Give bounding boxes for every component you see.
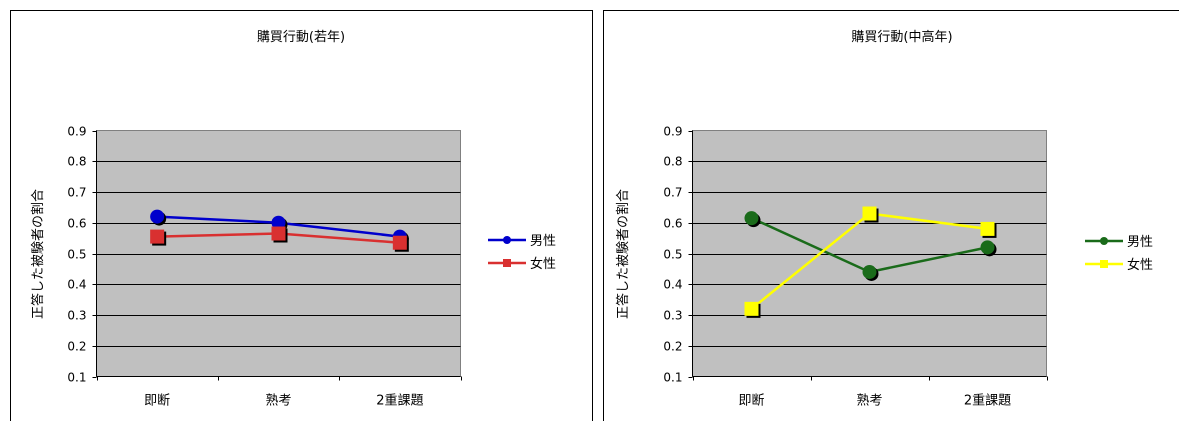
- data-point: [744, 211, 759, 226]
- data-point: [271, 226, 286, 241]
- chart-2-y-axis-label: 正答した被験者の割合: [615, 189, 631, 319]
- y-tick-label: 0.9: [67, 125, 86, 139]
- data-point: [744, 301, 759, 316]
- x-category-label: 即断: [144, 394, 170, 409]
- y-tick-label: 0.6: [663, 217, 682, 231]
- x-category-label: 2重課題: [964, 393, 1011, 409]
- data-point: [862, 264, 877, 279]
- chart-2-series: [744, 206, 997, 318]
- chart-1-title: 購買行動(若年): [257, 29, 345, 45]
- y-tick-label: 0.4: [663, 278, 682, 292]
- data-point: [980, 221, 995, 236]
- data-point: [392, 235, 407, 250]
- chart-2-title: 購買行動(中高年): [851, 29, 952, 45]
- chart-1: 購買行動(若年) 0.1 0.2 0.3 0.4 0.5 0.6 0.7 0.8 0.9 即断 熟…: [10, 10, 593, 421]
- y-tick-label: 0.1: [663, 371, 682, 385]
- data-point: [862, 206, 877, 221]
- chart-2-y-ticks: 0.1 0.2 0.3 0.4 0.5 0.6 0.7 0.8 0.9: [663, 125, 1047, 385]
- chart-1-series: [150, 209, 409, 252]
- legend-label: 女性: [1127, 257, 1153, 273]
- chart-1-y-ticks: 0.1 0.2 0.3 0.4 0.5 0.6 0.7 0.8 0.9: [67, 125, 461, 385]
- x-category-label: 即断: [738, 394, 764, 409]
- y-tick-label: 0.2: [67, 340, 86, 354]
- legend-marker: [503, 259, 511, 267]
- legend-marker: [503, 236, 511, 244]
- y-tick-label: 0.9: [663, 125, 682, 139]
- y-tick-label: 0.8: [67, 155, 86, 169]
- chart-2-x-ticks: 即断 熟考 2重課題: [693, 376, 1048, 409]
- legend-marker: [1100, 237, 1108, 245]
- y-tick-label: 0.5: [67, 248, 86, 262]
- y-tick-label: 0.2: [663, 340, 682, 354]
- chart-2: 購買行動(中高年) 0.1 0.2 0.3 0.4 0.5 0.6 0.7 0.8 0.9 即断…: [603, 10, 1179, 421]
- x-category-label: 熟考: [265, 393, 291, 409]
- chart-1-y-axis-label: 正答した被験者の割合: [30, 189, 46, 319]
- y-tick-label: 0.8: [663, 155, 682, 169]
- y-tick-label: 0.6: [67, 217, 86, 231]
- y-tick-label: 0.3: [67, 309, 86, 323]
- y-tick-label: 0.4: [67, 278, 86, 292]
- y-tick-label: 0.5: [663, 248, 682, 262]
- data-point: [980, 240, 995, 255]
- x-category-label: 熟考: [856, 393, 882, 409]
- y-tick-label: 0.3: [663, 309, 682, 323]
- legend-label: 男性: [530, 234, 556, 249]
- legend-label: 男性: [1127, 235, 1153, 250]
- chart-1-x-ticks: 即断 熟考 2重課題: [97, 376, 462, 409]
- y-tick-label: 0.7: [67, 186, 86, 200]
- data-point: [150, 209, 165, 224]
- y-tick-label: 0.1: [67, 371, 86, 385]
- y-tick-label: 0.7: [663, 186, 682, 200]
- legend-marker: [1100, 260, 1108, 268]
- data-point: [150, 229, 165, 244]
- data-point: [271, 215, 286, 230]
- legend-label: 女性: [530, 256, 556, 272]
- x-category-label: 2重課題: [376, 393, 423, 409]
- chart-1-plot-area: [96, 130, 461, 377]
